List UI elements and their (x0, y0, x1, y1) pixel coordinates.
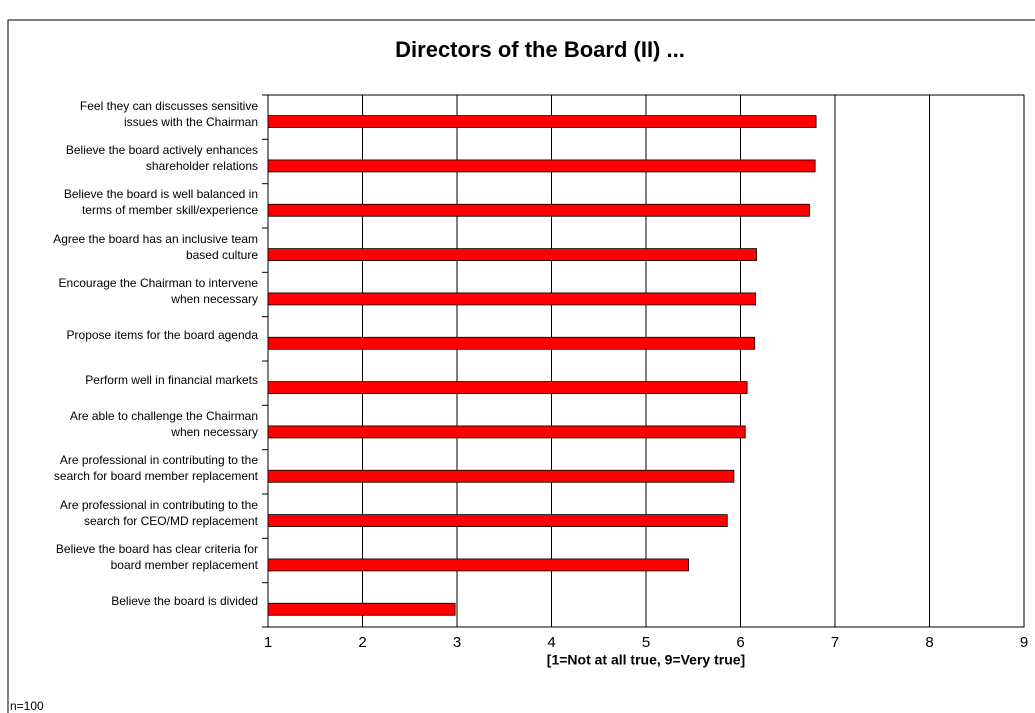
bar (267, 336, 756, 350)
category-label: Perform well in financial markets (85, 372, 258, 387)
note: n=100 (10, 699, 44, 713)
category-label: Propose items for the board agenda (66, 328, 258, 343)
bar (267, 469, 735, 483)
bar (267, 292, 757, 306)
x-tick-label: 6 (736, 634, 744, 651)
bar (267, 558, 689, 572)
bar (267, 159, 816, 173)
category-label: Are professional in contributing to the … (59, 497, 258, 528)
x-tick-label: 7 (831, 634, 839, 651)
bar (267, 514, 728, 527)
chart-title: Directors of the Board (II) ... (395, 37, 685, 62)
bar (267, 425, 746, 439)
category-label: Encourage the Chairman to intervene when… (58, 275, 258, 306)
bar (267, 602, 456, 616)
category-label: Believe the board is divided (111, 594, 258, 609)
category-label: Believe the board is well balanced in te… (63, 187, 258, 218)
bar (267, 248, 757, 262)
x-tick-label: 8 (925, 634, 933, 651)
category-label: Are professional in contributing to the … (53, 453, 258, 484)
bar (267, 115, 817, 128)
bar (267, 203, 810, 217)
x-tick-label: 3 (453, 634, 461, 651)
x-tick-label: 9 (1020, 634, 1028, 651)
category-label: Are able to challenge the Chairman when … (69, 408, 258, 439)
bar (267, 381, 748, 395)
category-label: Agree the board has an inclusive team ba… (53, 231, 258, 262)
x-tick-label: 1 (264, 634, 272, 651)
chart-frame (7, 19, 1035, 713)
x-tick-label: 5 (642, 634, 650, 651)
category-label: Believe the board actively enhances shar… (65, 142, 258, 173)
category-label: Believe the board has clear criteria for… (55, 541, 258, 572)
category-label: Feel they can discusses sensitive issues… (79, 98, 258, 129)
x-tick-label: 2 (358, 634, 366, 651)
x-axis-label: [1=Not at all true, 9=Very true] (547, 652, 745, 668)
x-tick-label: 4 (547, 634, 555, 651)
